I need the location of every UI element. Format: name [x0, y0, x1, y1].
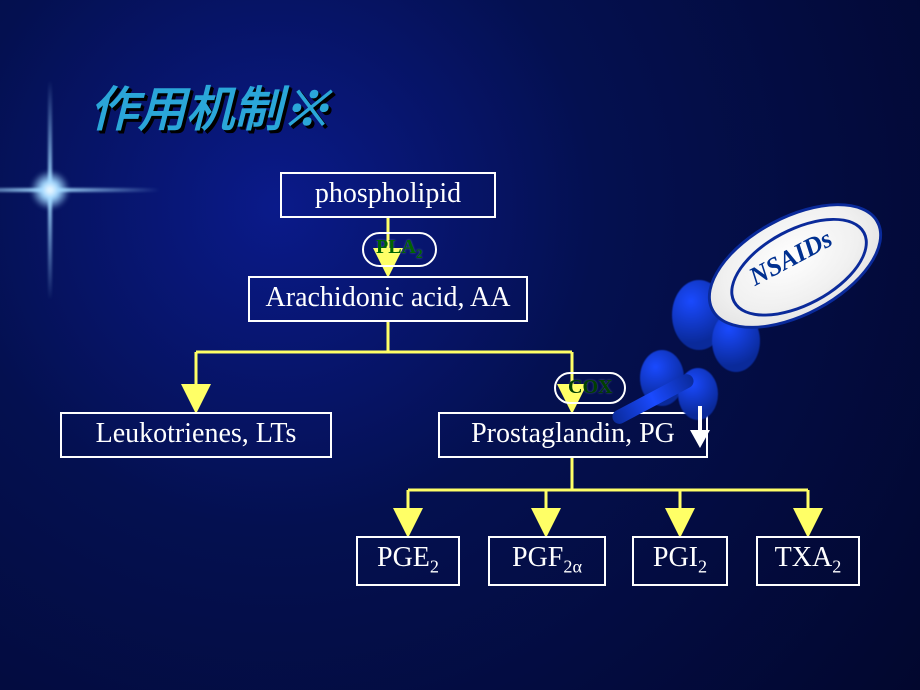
- pge2-sub: 2: [430, 557, 439, 577]
- node-prostaglandin: Prostaglandin, PG: [438, 412, 708, 458]
- page-title: 作用机制※: [90, 70, 330, 140]
- pgf2a-label: PGF: [512, 542, 563, 573]
- node-pge2: PGE2: [356, 536, 460, 586]
- node-txa2: TXA2: [756, 536, 860, 586]
- node-pgi2: PGI2: [632, 536, 728, 586]
- pla2-sub: 2: [416, 246, 423, 261]
- pgi2-label: PGI: [653, 542, 698, 573]
- txa2-label: TXA: [775, 542, 833, 573]
- txa2-sub: 2: [832, 557, 841, 577]
- node-pgf2a: PGF2α: [488, 536, 606, 586]
- nsaids-action-arrow: [690, 430, 710, 448]
- nsaids-disc: NSAIDs: [688, 177, 903, 354]
- node-phospholipid: phospholipid: [280, 172, 496, 218]
- pge2-label: PGE: [377, 542, 430, 573]
- node-leukotrienes: Leukotrienes, LTs: [60, 412, 332, 458]
- pla2-label: PLA: [376, 236, 416, 258]
- enzyme-cox: COX: [554, 372, 626, 404]
- pgi2-sub: 2: [698, 557, 707, 577]
- nsaids-action-arrow-stem: [698, 406, 702, 432]
- node-arachidonic-acid: Arachidonic acid, AA: [248, 276, 528, 322]
- pgf2a-sub: 2α: [563, 557, 582, 577]
- enzyme-pla2: PLA2: [362, 232, 437, 267]
